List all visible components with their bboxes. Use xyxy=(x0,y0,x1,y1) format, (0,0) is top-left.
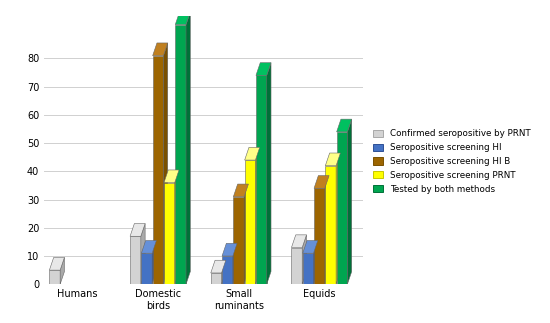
Polygon shape xyxy=(337,119,351,132)
Polygon shape xyxy=(222,260,226,284)
Polygon shape xyxy=(163,43,168,284)
Polygon shape xyxy=(141,224,145,284)
Polygon shape xyxy=(267,63,271,284)
Polygon shape xyxy=(130,224,145,236)
Polygon shape xyxy=(292,235,306,247)
Polygon shape xyxy=(292,247,302,284)
Polygon shape xyxy=(245,160,255,284)
Polygon shape xyxy=(326,166,336,284)
Polygon shape xyxy=(153,43,168,56)
Polygon shape xyxy=(141,241,156,253)
Polygon shape xyxy=(314,241,318,284)
Polygon shape xyxy=(326,153,340,166)
Polygon shape xyxy=(314,176,329,188)
Polygon shape xyxy=(314,188,325,284)
Polygon shape xyxy=(175,12,190,25)
Polygon shape xyxy=(233,243,237,284)
Polygon shape xyxy=(211,273,222,284)
Polygon shape xyxy=(211,260,226,273)
Polygon shape xyxy=(256,63,271,75)
Polygon shape xyxy=(233,184,249,197)
Polygon shape xyxy=(164,170,179,182)
Polygon shape xyxy=(186,12,190,284)
Polygon shape xyxy=(256,75,267,284)
Polygon shape xyxy=(141,253,152,284)
Polygon shape xyxy=(153,56,163,284)
Polygon shape xyxy=(302,235,306,284)
Polygon shape xyxy=(152,241,156,284)
Polygon shape xyxy=(244,184,249,284)
Polygon shape xyxy=(50,257,64,270)
Polygon shape xyxy=(164,182,175,284)
Polygon shape xyxy=(348,119,351,284)
Polygon shape xyxy=(222,243,237,256)
Polygon shape xyxy=(222,256,233,284)
Legend: Confirmed seropositive by PRNT, Seropositive screening HI, Seropositive screenin: Confirmed seropositive by PRNT, Seroposi… xyxy=(373,130,531,193)
Polygon shape xyxy=(325,176,329,284)
Polygon shape xyxy=(50,270,60,284)
Polygon shape xyxy=(60,257,64,284)
Polygon shape xyxy=(302,241,318,253)
Polygon shape xyxy=(255,147,260,284)
Polygon shape xyxy=(233,197,244,284)
Polygon shape xyxy=(130,236,141,284)
Polygon shape xyxy=(336,153,340,284)
Polygon shape xyxy=(302,253,313,284)
Polygon shape xyxy=(175,25,186,284)
Polygon shape xyxy=(175,170,179,284)
Polygon shape xyxy=(245,147,260,160)
Polygon shape xyxy=(337,132,348,284)
